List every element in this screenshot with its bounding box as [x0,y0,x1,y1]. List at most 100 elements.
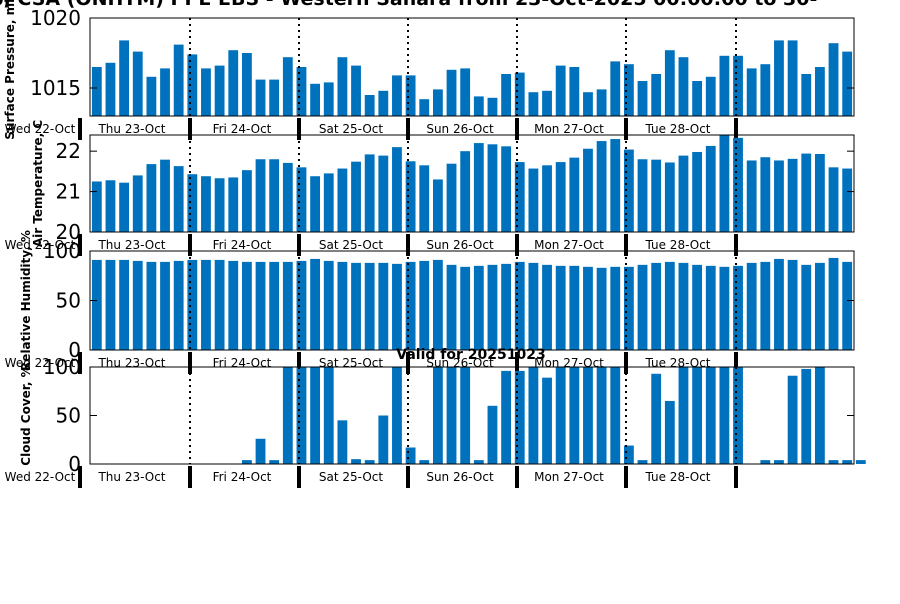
bar-panel2 [146,164,157,232]
bar-panel4 [255,438,266,464]
bar-panel1 [733,55,743,116]
bar-panel3 [801,264,812,350]
bar-panel1 [419,99,430,116]
x-tick-label: Mon 27-Oct [534,122,604,136]
bar-panel1 [105,62,116,116]
bar-panel3 [392,263,402,350]
bar-panel4 [814,367,825,464]
bar-panel4 [855,460,866,464]
bar-panel4 [569,367,580,464]
bar-panel3 [678,262,689,350]
x-tick-label: Fri 24-Oct [213,470,272,484]
y-tick-label: 50 [56,289,81,313]
bar-panel2 [446,163,457,232]
bar-panel4 [310,367,321,464]
bar-panel2 [705,145,716,232]
bar-panel3 [364,262,375,350]
x-tick-label: Wed 22-Oct [5,122,76,136]
bar-panel1 [569,67,580,116]
bar-panel3 [460,266,471,350]
y-tick-label: 1020 [30,6,81,30]
bar-panel1 [801,74,812,116]
bar-panel2 [105,180,116,232]
bar-panel4 [487,405,498,464]
bar-panel4 [405,447,416,464]
bar-panel1 [337,57,348,116]
bar-panel3 [664,261,675,350]
bar-panel1 [310,83,321,116]
bar-panel3 [419,260,430,350]
bar-panel3 [623,266,634,350]
bar-panel2 [719,135,730,232]
bar-panel3 [351,262,361,350]
bar-panel2 [296,167,307,232]
bar-panel1 [501,74,512,116]
bar-panel1 [473,96,484,116]
bar-panel3 [378,262,389,350]
x-tick-label: Mon 27-Oct [534,470,604,484]
bar-panel3 [105,259,116,350]
bar-panel4 [241,460,252,464]
bar-panel2 [132,175,143,232]
bar-panel1 [392,75,402,116]
y-tick-label: 100 [43,239,81,263]
bar-panel1 [623,64,634,116]
bar-panel2 [678,155,689,232]
bar-panel1 [692,81,703,116]
bar-panel1 [378,90,389,116]
bar-panel2 [569,157,580,232]
bar-panel3 [555,265,566,350]
y-axis-label: Air Temperature, C [31,120,45,248]
x-tick-label: Sun 26-Oct [426,238,494,252]
valid-date-label: Valid for 20251023 [396,347,545,363]
bar-panel1 [241,53,252,116]
bar-panel4 [583,367,593,464]
x-tick-label: Sun 26-Oct [426,122,494,136]
bar-panel4 [555,367,566,464]
bar-panel3 [569,265,580,350]
bar-panel4 [733,367,743,464]
bar-panel2 [201,176,211,232]
bar-panel1 [487,97,498,116]
bar-panel1 [460,68,471,116]
bar-panel2 [460,151,471,232]
bar-panel4 [392,367,402,464]
bar-panel1 [719,55,730,116]
bar-panel3 [583,266,593,350]
bar-panel3 [487,264,498,350]
bar-panel2 [610,139,621,232]
x-tick-label: Fri 24-Oct [213,122,272,136]
panel-frame [89,17,855,117]
bar-panel3 [323,260,334,350]
bar-panel1 [160,68,170,116]
bar-panel4 [378,415,389,464]
bar-panel1 [187,54,198,116]
bar-panel4 [282,367,293,464]
x-tick-label: Sat 25-Oct [319,238,383,252]
y-axis-label: Cloud Cover, % [19,365,33,465]
y-tick-label: 22 [56,139,81,163]
y-tick-label: 0 [68,338,81,362]
bar-panel4 [760,460,771,464]
bar-panel4 [787,375,798,464]
bar-panel2 [405,161,416,232]
bar-panel2 [487,144,498,232]
bar-panel2 [692,151,703,232]
x-tick-label: Thu 23-Oct [97,122,165,136]
bar-panel2 [787,158,798,232]
bar-panel1 [542,90,552,116]
bar-panel3 [760,261,771,350]
bar-panel1 [228,50,239,117]
bar-panel1 [787,40,798,116]
bar-panel1 [351,65,361,116]
bar-panel3 [282,261,293,350]
y-tick-label: 0 [68,452,81,476]
x-tick-label: Wed 22-Oct [5,470,76,484]
bar-panel1 [555,65,566,116]
bar-panel4 [664,400,675,464]
bar-panel3 [255,261,266,350]
bar-panel2 [378,155,389,232]
bar-panel3 [173,260,184,350]
bar-panel1 [364,95,375,116]
bar-panel1 [119,40,130,116]
